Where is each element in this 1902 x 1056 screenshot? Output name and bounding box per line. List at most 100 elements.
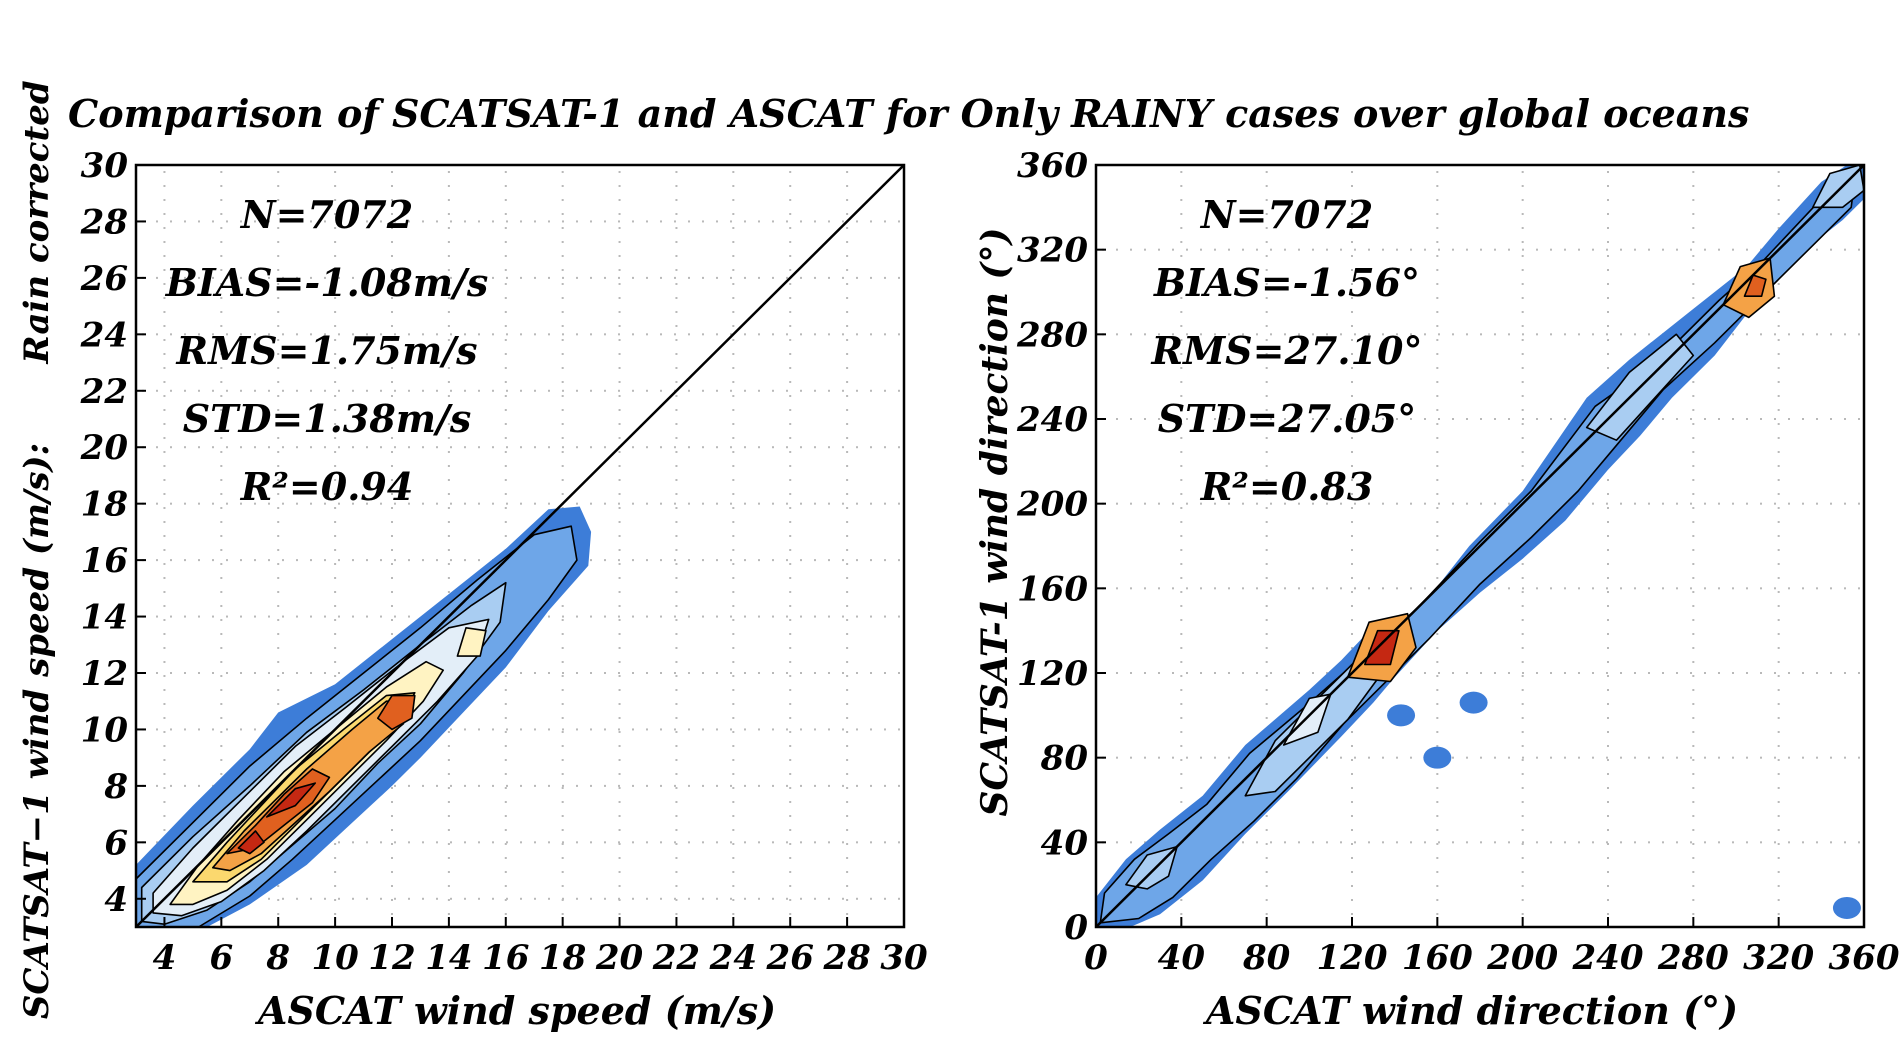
gridpoint — [450, 897, 452, 900]
gridpoint — [800, 784, 802, 787]
gridpoint — [1298, 418, 1300, 420]
gridpoint — [1607, 283, 1609, 285]
gridpoint — [789, 633, 792, 635]
gridpoint — [504, 885, 507, 887]
gridpoint — [1692, 185, 1695, 187]
gridpoint — [618, 591, 621, 593]
gridpoint — [744, 841, 746, 844]
gridpoint — [408, 841, 410, 844]
gridpoint — [447, 423, 450, 425]
direction-stat-r2: R²=0.83 — [1200, 464, 1374, 509]
gridpoint — [1265, 563, 1268, 565]
gridpoint — [846, 633, 849, 635]
gridpoint — [1340, 841, 1342, 844]
gridpoint — [391, 829, 393, 831]
gridpoint — [296, 220, 298, 223]
gridpoint — [1844, 418, 1846, 420]
gridpoint — [1606, 502, 1608, 505]
gridpoint — [562, 672, 564, 674]
gridpoint — [184, 333, 186, 336]
gridpoint — [732, 535, 735, 537]
gridpoint — [520, 784, 522, 787]
gridpoint — [562, 615, 564, 618]
gridpoint — [334, 171, 337, 173]
gridpoint — [618, 549, 621, 551]
gridpoint — [561, 437, 564, 439]
gridpoint — [675, 297, 678, 299]
gridpoint — [898, 728, 900, 731]
gridpoint — [842, 333, 844, 336]
gridpoint — [1436, 689, 1439, 691]
gridpoint — [170, 559, 172, 562]
gridpoint — [1692, 283, 1695, 285]
x-tick-label: 360 — [1829, 938, 1900, 978]
gridpoint — [1265, 367, 1268, 369]
gridpoint — [504, 745, 507, 747]
gridpoint — [1521, 717, 1524, 719]
gridpoint — [1284, 418, 1286, 420]
gridpoint — [561, 773, 564, 775]
gridpoint — [277, 913, 280, 915]
gridpoint — [184, 446, 186, 449]
gridpoint — [632, 672, 634, 674]
gridpoint — [590, 728, 592, 731]
gridpoint — [1494, 333, 1496, 336]
gridpoint — [675, 801, 678, 803]
gridpoint — [220, 269, 223, 271]
gridpoint — [604, 220, 606, 223]
gridpoint — [732, 759, 735, 761]
gridpoint — [1620, 672, 1622, 674]
gridpoint — [576, 841, 578, 844]
gridpoint — [1180, 605, 1183, 607]
gridpoint — [1858, 756, 1860, 759]
gridpoint — [846, 185, 849, 187]
gridpoint — [1777, 521, 1780, 523]
gridpoint — [789, 283, 792, 285]
gridpoint — [1777, 353, 1780, 355]
x-tick-label: 16 — [482, 938, 529, 978]
gridpoint — [447, 843, 450, 845]
gridpoint — [352, 559, 354, 562]
gridpoint — [1607, 213, 1609, 215]
gridpoint — [1436, 381, 1439, 383]
gridpoint — [846, 213, 849, 215]
gridpoint — [1732, 248, 1734, 251]
gridpoint — [732, 479, 735, 481]
gridpoint — [163, 731, 166, 733]
gridpoint — [1326, 587, 1328, 590]
gridpoint — [1620, 841, 1622, 844]
direction-panel: 0 40 80 120 160 200 240 280 320 360 0408012016020… — [974, 146, 1900, 1033]
gridpoint — [618, 801, 621, 803]
gridpoint — [226, 446, 228, 449]
gridpoint — [1521, 451, 1524, 453]
gridpoint — [632, 333, 634, 336]
gridpoint — [646, 897, 648, 900]
gridpoint — [268, 502, 270, 505]
gridpoint — [1692, 227, 1695, 229]
gridpoint — [842, 784, 844, 787]
gridpoint — [1396, 418, 1398, 420]
gridpoint — [618, 297, 621, 299]
gridpoint — [675, 409, 678, 411]
gridpoint — [277, 899, 280, 901]
gridpoint — [1521, 171, 1524, 173]
gridpoint — [334, 185, 337, 187]
gridpoint — [254, 728, 256, 731]
gridpoint — [436, 389, 438, 392]
gridpoint — [391, 367, 393, 369]
gridpoint — [800, 389, 802, 392]
gridpoint — [786, 615, 788, 618]
gridpoint — [898, 841, 900, 844]
gridpoint — [1788, 587, 1790, 590]
gridpoint — [220, 731, 223, 733]
gridpoint — [334, 395, 337, 397]
gridpoint — [1521, 759, 1524, 761]
gridpoint — [240, 728, 242, 731]
gridpoint — [1312, 418, 1314, 420]
gridpoint — [478, 841, 480, 844]
gridpoint — [240, 220, 242, 223]
gridpoint — [604, 841, 606, 844]
outlier-blob — [1423, 746, 1452, 769]
gridpoint — [800, 728, 802, 731]
gridpoint — [324, 276, 326, 279]
